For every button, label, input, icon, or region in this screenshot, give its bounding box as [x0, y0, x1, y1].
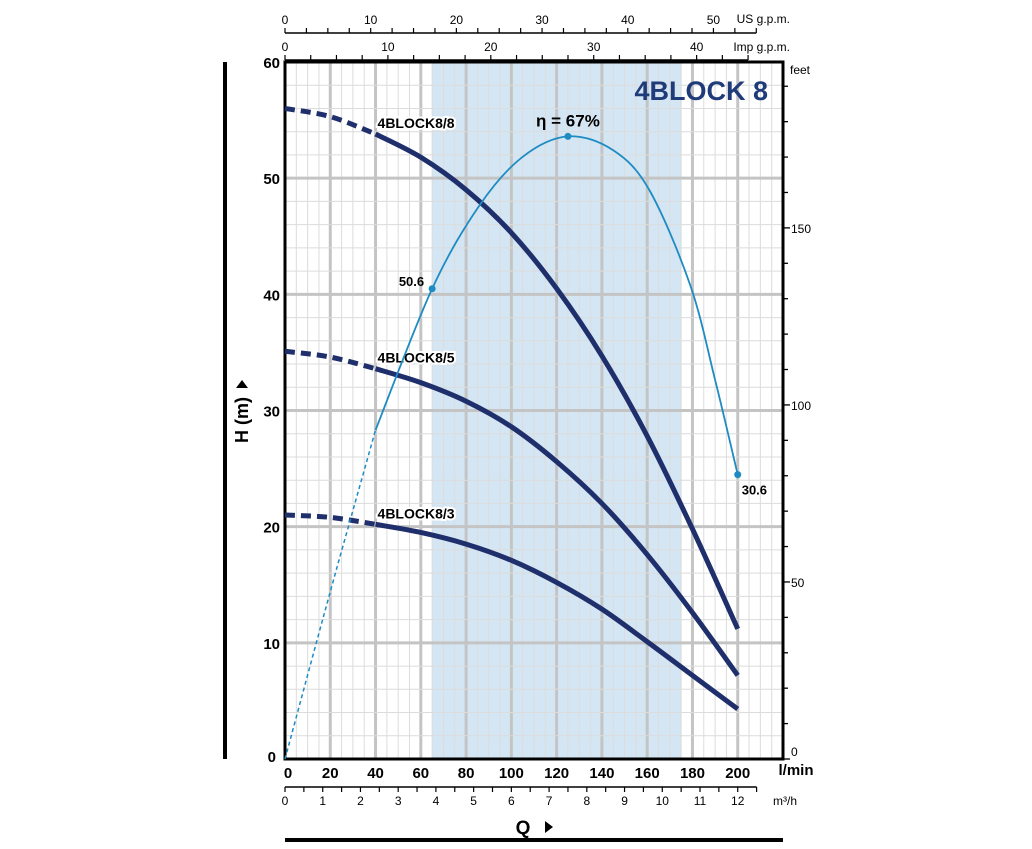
us-gpm-unit-label: US g.p.m.	[737, 12, 790, 26]
x-tick-label: 180	[680, 765, 705, 782]
efficiency-curve	[374, 135, 739, 475]
curve-label: 4BLOCK8/5	[378, 350, 455, 366]
m3h-unit-label: m³/h	[773, 794, 797, 808]
efficiency-point	[734, 471, 742, 479]
m3h-tick-label: 1	[319, 794, 326, 808]
x-tick-label: 160	[635, 765, 660, 782]
m3h-tick-label: 8	[583, 794, 590, 808]
feet-tick-label: 50	[791, 576, 805, 590]
m3h-tick-label: 12	[731, 794, 745, 808]
m3h-tick-label: 4	[433, 794, 440, 808]
us-gpm-tick-label: 10	[364, 13, 378, 27]
feet-tick-label: 150	[791, 222, 811, 236]
curve-label: 4BLOCK8/8	[378, 115, 455, 131]
curve-dashed-4BLOCK8/8	[284, 106, 377, 137]
m3h-tick-label: 6	[508, 794, 515, 808]
x-tick-label: 100	[499, 765, 524, 782]
x-tick-label: 60	[412, 765, 429, 782]
m3h-tick-label: 10	[656, 794, 670, 808]
y-tick-label: 20	[263, 520, 280, 537]
x-tick-label: 140	[589, 765, 614, 782]
x-tick-label: 20	[322, 765, 339, 782]
curve-4BLOCK8/5	[374, 366, 740, 677]
curve-4BLOCK8/8	[374, 131, 741, 630]
efficiency-point-label: η = 67%	[536, 111, 600, 130]
m3h-tick-label: 3	[395, 794, 402, 808]
x-unit-label: l/min	[778, 762, 813, 779]
y-tick-label: 10	[263, 636, 280, 653]
y-axis-arrow-icon	[236, 380, 248, 388]
x-tick-label: 0	[284, 765, 292, 782]
us-gpm-tick-label: 20	[450, 13, 464, 27]
feet-unit-label: feet	[790, 63, 811, 77]
chart-title: 4BLOCK 8	[634, 76, 768, 106]
x-tick-label: 200	[725, 765, 750, 782]
y-tick-label: 50	[263, 171, 280, 188]
y-tick-label: 60	[263, 55, 280, 72]
feet-tick-label: 0	[791, 745, 798, 759]
imp-gpm-tick-label: 30	[587, 40, 601, 54]
us-gpm-tick-label: 30	[535, 13, 549, 27]
plot-frame	[283, 60, 785, 761]
efficiency-point-label: 50.6	[399, 274, 424, 289]
imp-gpm-tick-label: 20	[484, 40, 498, 54]
curve-dashed-4BLOCK8/5	[284, 348, 377, 372]
x-tick-label: 120	[544, 765, 569, 782]
feet-tick-label: 100	[791, 399, 811, 413]
m3h-tick-label: 11	[694, 794, 707, 808]
y-tick-label: 40	[263, 287, 280, 304]
imp-gpm-unit-label: Imp g.p.m.	[733, 40, 790, 54]
efficiency-point	[564, 132, 572, 140]
m3h-tick-label: 2	[357, 794, 364, 808]
y-tick-label: 30	[263, 404, 280, 421]
x-axis-arrow-icon	[545, 821, 553, 833]
x-axis-label: Q	[516, 818, 531, 839]
y-tick-label: 0	[268, 749, 276, 766]
m3h-tick-label: 0	[282, 794, 289, 808]
us-gpm-tick-label: 50	[707, 13, 721, 27]
curve-label: 4BLOCK8/3	[378, 505, 455, 521]
m3h-tick-label: 5	[470, 794, 477, 808]
imp-gpm-tick-label: 40	[690, 40, 704, 54]
curve-dashed-4BLOCK8/3	[284, 512, 376, 527]
x-tick-label: 80	[458, 765, 475, 782]
m3h-tick-label: 9	[621, 794, 628, 808]
efficiency-point	[428, 285, 436, 293]
m3h-tick-label: 7	[546, 794, 553, 808]
us-gpm-tick-label: 40	[621, 13, 635, 27]
imp-gpm-tick-label: 10	[381, 40, 395, 54]
efficiency-point-label: 30.6	[742, 483, 767, 498]
x-tick-label: 40	[367, 765, 384, 782]
y-axis-label: H (m)	[232, 397, 252, 443]
imp-gpm-tick-label: 0	[282, 40, 289, 54]
curve-4BLOCK8/3	[375, 521, 740, 712]
us-gpm-tick-label: 0	[282, 13, 289, 27]
